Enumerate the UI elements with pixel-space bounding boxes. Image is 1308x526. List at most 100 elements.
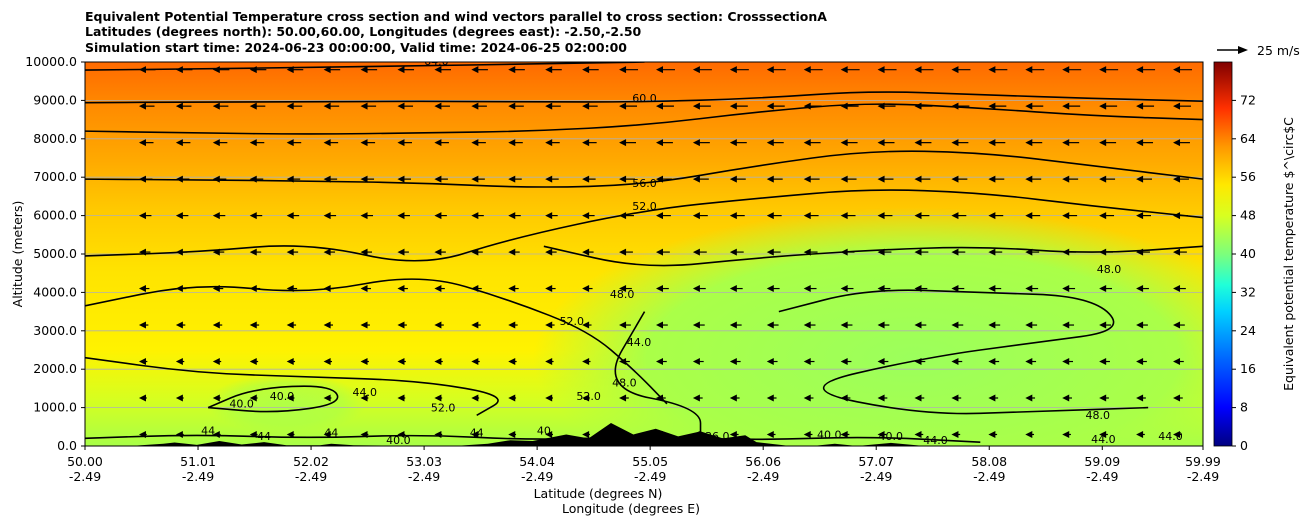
- wind-vector: [729, 175, 746, 183]
- wind-vector: [323, 394, 332, 402]
- wind-vector: [397, 139, 413, 147]
- wind-vector: [840, 175, 857, 183]
- wind-vector: [1099, 102, 1118, 110]
- wind-vector: [655, 212, 671, 220]
- contour-label: 56.0: [632, 177, 657, 190]
- wind-vector: [951, 212, 967, 220]
- wind-vector: [582, 102, 598, 110]
- wind-vector: [397, 358, 406, 366]
- wind-vector: [1099, 321, 1111, 329]
- wind-vector: [1136, 285, 1149, 293]
- wind-vector: [877, 321, 890, 329]
- wind-vector: [729, 394, 740, 402]
- wind-vector: [212, 66, 230, 74]
- y-tick-label: 6000.0: [33, 208, 77, 223]
- wind-vector: [397, 430, 406, 438]
- wind-vector: [803, 212, 819, 220]
- wind-vector: [988, 285, 1002, 293]
- wind-vector: [766, 394, 777, 402]
- wind-vector: [803, 139, 821, 147]
- wind-vector: [471, 394, 480, 402]
- wind-vector: [249, 358, 259, 366]
- wind-vector: [286, 321, 297, 329]
- y-tick-label: 1000.0: [33, 400, 77, 415]
- contour-label: 44.0: [353, 386, 378, 399]
- wind-vector: [655, 285, 669, 293]
- contour-label: 44.0: [1091, 433, 1116, 446]
- wind-vector: [138, 212, 152, 220]
- contour-40.0: [207, 385, 339, 413]
- wind-vector: [840, 285, 854, 293]
- wind-vector: [840, 139, 858, 147]
- wind-vector: [1099, 430, 1108, 438]
- wind-vector: [1136, 430, 1145, 438]
- wind-vector: [175, 285, 187, 293]
- wind-vector: [803, 175, 820, 183]
- wind-vector: [582, 321, 592, 329]
- chart-title-line-2: Latitudes (degrees north): 50.00,60.00, …: [85, 24, 642, 39]
- wind-vector: [175, 102, 192, 110]
- wind-vector: [175, 358, 185, 366]
- wind-vector: [323, 358, 332, 366]
- wind-vector: [286, 394, 295, 402]
- wind-vector: [582, 212, 595, 220]
- wind-vector: [1062, 394, 1072, 402]
- wind-vector: [877, 358, 889, 366]
- wind-vector: [286, 430, 295, 438]
- wind-vector: [545, 212, 558, 220]
- wind-vector: [471, 321, 481, 329]
- wind-vector: [323, 285, 335, 293]
- wind-vector: [397, 285, 408, 293]
- wind-vector: [1136, 102, 1155, 110]
- wind-vector: [914, 285, 928, 293]
- wind-vector: [729, 430, 739, 438]
- wind-vector: [1062, 358, 1074, 366]
- wind-vector: [803, 430, 813, 438]
- wind-vector: [582, 175, 596, 183]
- wind-vector: [692, 66, 712, 74]
- wind-vector: [766, 321, 779, 329]
- wind-vector: [692, 285, 706, 293]
- wind-vector: [360, 212, 374, 220]
- contour-label: 48.0: [610, 288, 635, 301]
- wind-vector: [138, 430, 147, 438]
- x-tick-label-lon: -2.49: [521, 469, 553, 484]
- wind-vector: [138, 358, 148, 366]
- x-tick-label-lon: -2.49: [1187, 469, 1219, 484]
- wind-vector: [471, 175, 485, 183]
- chart-title-line-3: Simulation start time: 2024-06-23 00:00:…: [85, 40, 627, 55]
- wind-vector: [138, 394, 147, 402]
- wind-vector: [877, 102, 896, 110]
- wind-vector: [914, 430, 924, 438]
- colorbar-tick-label: 56: [1240, 169, 1256, 184]
- wind-vector: [619, 139, 636, 147]
- wind-vector: [434, 321, 444, 329]
- wind-vector: [988, 394, 999, 402]
- wind-vector: [323, 321, 334, 329]
- wind-vector: [914, 66, 934, 74]
- wind-vector: [508, 248, 520, 256]
- wind-vector: [508, 212, 521, 220]
- wind-vector: [212, 139, 228, 147]
- wind-vector: [212, 175, 227, 183]
- wind-vector: [397, 321, 407, 329]
- wind-vector: [766, 212, 782, 220]
- x-tick-label-lat: 52.02: [293, 454, 329, 469]
- x-axis-label-latitude: Latitude (degrees N): [534, 486, 663, 501]
- wind-vector: [212, 212, 226, 220]
- wind-vector: [1062, 102, 1081, 110]
- wind-vector: [988, 175, 1005, 183]
- contour-52.0: [85, 189, 1203, 262]
- wind-vector: [138, 66, 156, 74]
- wind-vector: [582, 358, 591, 366]
- wind-vector: [914, 248, 929, 256]
- wind-vector: [508, 394, 517, 402]
- wind-vector: [249, 139, 265, 147]
- wind-vector: [655, 321, 668, 329]
- contour-label: 40.0: [229, 398, 254, 411]
- wind-vector: [766, 66, 786, 74]
- wind-vector: [655, 394, 666, 402]
- y-tick-label: 2000.0: [33, 361, 77, 376]
- wind-vector: [323, 139, 339, 147]
- contour-label: 52.0: [632, 200, 657, 213]
